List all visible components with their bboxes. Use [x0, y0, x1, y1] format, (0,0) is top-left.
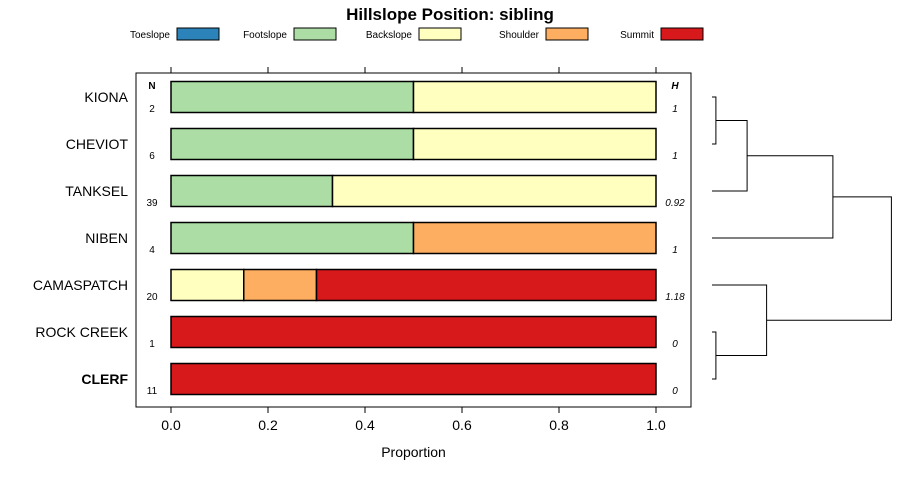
n-value: 11: [147, 386, 158, 397]
h-value: 1: [672, 245, 678, 256]
x-axis: 0.0 0.2 0.4 0.6 0.8 1.0: [161, 67, 666, 433]
legend-swatch-backslope: [418, 27, 462, 41]
dendrogram-branch: [712, 155, 834, 239]
n-value: 39: [146, 198, 158, 209]
n-value: 1: [149, 339, 155, 350]
bar-segment-summit: [170, 315, 657, 349]
x-tick-label: 0.2: [258, 417, 278, 433]
row-label-tanksel: TANKSEL: [65, 183, 128, 199]
plot-frame: [135, 72, 692, 408]
dendrogram-branch: [712, 96, 717, 145]
row-label-kiona: KIONA: [84, 89, 128, 105]
bar-segment-backslope: [331, 174, 657, 208]
row-label-clerf: CLERF: [81, 371, 128, 387]
dendrogram-branch: [712, 120, 748, 192]
chart-title: Hillslope Position: sibling: [346, 5, 554, 24]
bar-segment-summit: [170, 362, 657, 396]
row-label-niben: NIBEN: [85, 230, 128, 246]
n-column-header: N: [148, 81, 155, 92]
bar-segment-backslope: [412, 127, 657, 161]
bar-segment-shoulder: [412, 221, 657, 255]
h-column-header: H: [671, 81, 679, 92]
bar-rows: KIONA 2 1 CHEVIOT 6 1 TANKSEL 39 0.92 NIBEN 4 1 CAMA…: [33, 80, 685, 397]
legend-swatch-footslope: [293, 27, 337, 41]
legend-label-shoulder: Shoulder: [499, 30, 540, 41]
bar-segment-footslope: [170, 80, 415, 114]
row-label-rock-creek: ROCK CREEK: [35, 324, 128, 340]
legend-label-toeslope: Toeslope: [130, 30, 170, 41]
h-value: 1.18: [665, 292, 685, 303]
n-value: 2: [149, 104, 155, 115]
legend-swatch-shoulder: [545, 27, 589, 41]
h-value: 0: [672, 339, 678, 350]
h-value: 0.92: [665, 198, 685, 209]
x-tick-label: 1.0: [646, 417, 666, 433]
bar-segment-footslope: [170, 127, 415, 161]
x-tick-label: 0.6: [452, 417, 472, 433]
dendrogram-branch: [766, 196, 892, 321]
h-value: 1: [672, 104, 678, 115]
bar-segment-backslope: [170, 268, 245, 302]
n-value: 6: [149, 151, 155, 162]
bar-segment-footslope: [170, 174, 334, 208]
x-tick-label: 0.4: [355, 417, 375, 433]
legend-label-footslope: Footslope: [243, 30, 287, 41]
bar-segment-backslope: [412, 80, 657, 114]
bar-segment-summit: [315, 268, 657, 302]
legend-label-backslope: Backslope: [366, 30, 413, 41]
h-value: 1: [672, 151, 678, 162]
bar-segment-footslope: [170, 221, 415, 255]
x-tick-label: 0.0: [161, 417, 181, 433]
h-value: 0: [672, 386, 678, 397]
legend-swatch-toeslope: [176, 27, 220, 41]
x-tick-label: 0.8: [549, 417, 569, 433]
legend-label-summit: Summit: [620, 30, 654, 41]
dendrogram-branch: [712, 331, 717, 380]
dendrogram-branch: [712, 284, 768, 356]
bar-segment-shoulder: [243, 268, 318, 302]
n-value: 20: [146, 292, 158, 303]
row-label-camaspatch: CAMASPATCH: [33, 277, 128, 293]
row-label-cheviot: CHEVIOT: [66, 136, 129, 152]
dendrogram: [712, 96, 892, 380]
legend-swatch-summit: [660, 27, 704, 41]
n-value: 4: [149, 245, 155, 256]
legend: Toeslope Footslope Backslope Shoulder Summit: [130, 27, 704, 41]
x-axis-title: Proportion: [381, 444, 446, 460]
